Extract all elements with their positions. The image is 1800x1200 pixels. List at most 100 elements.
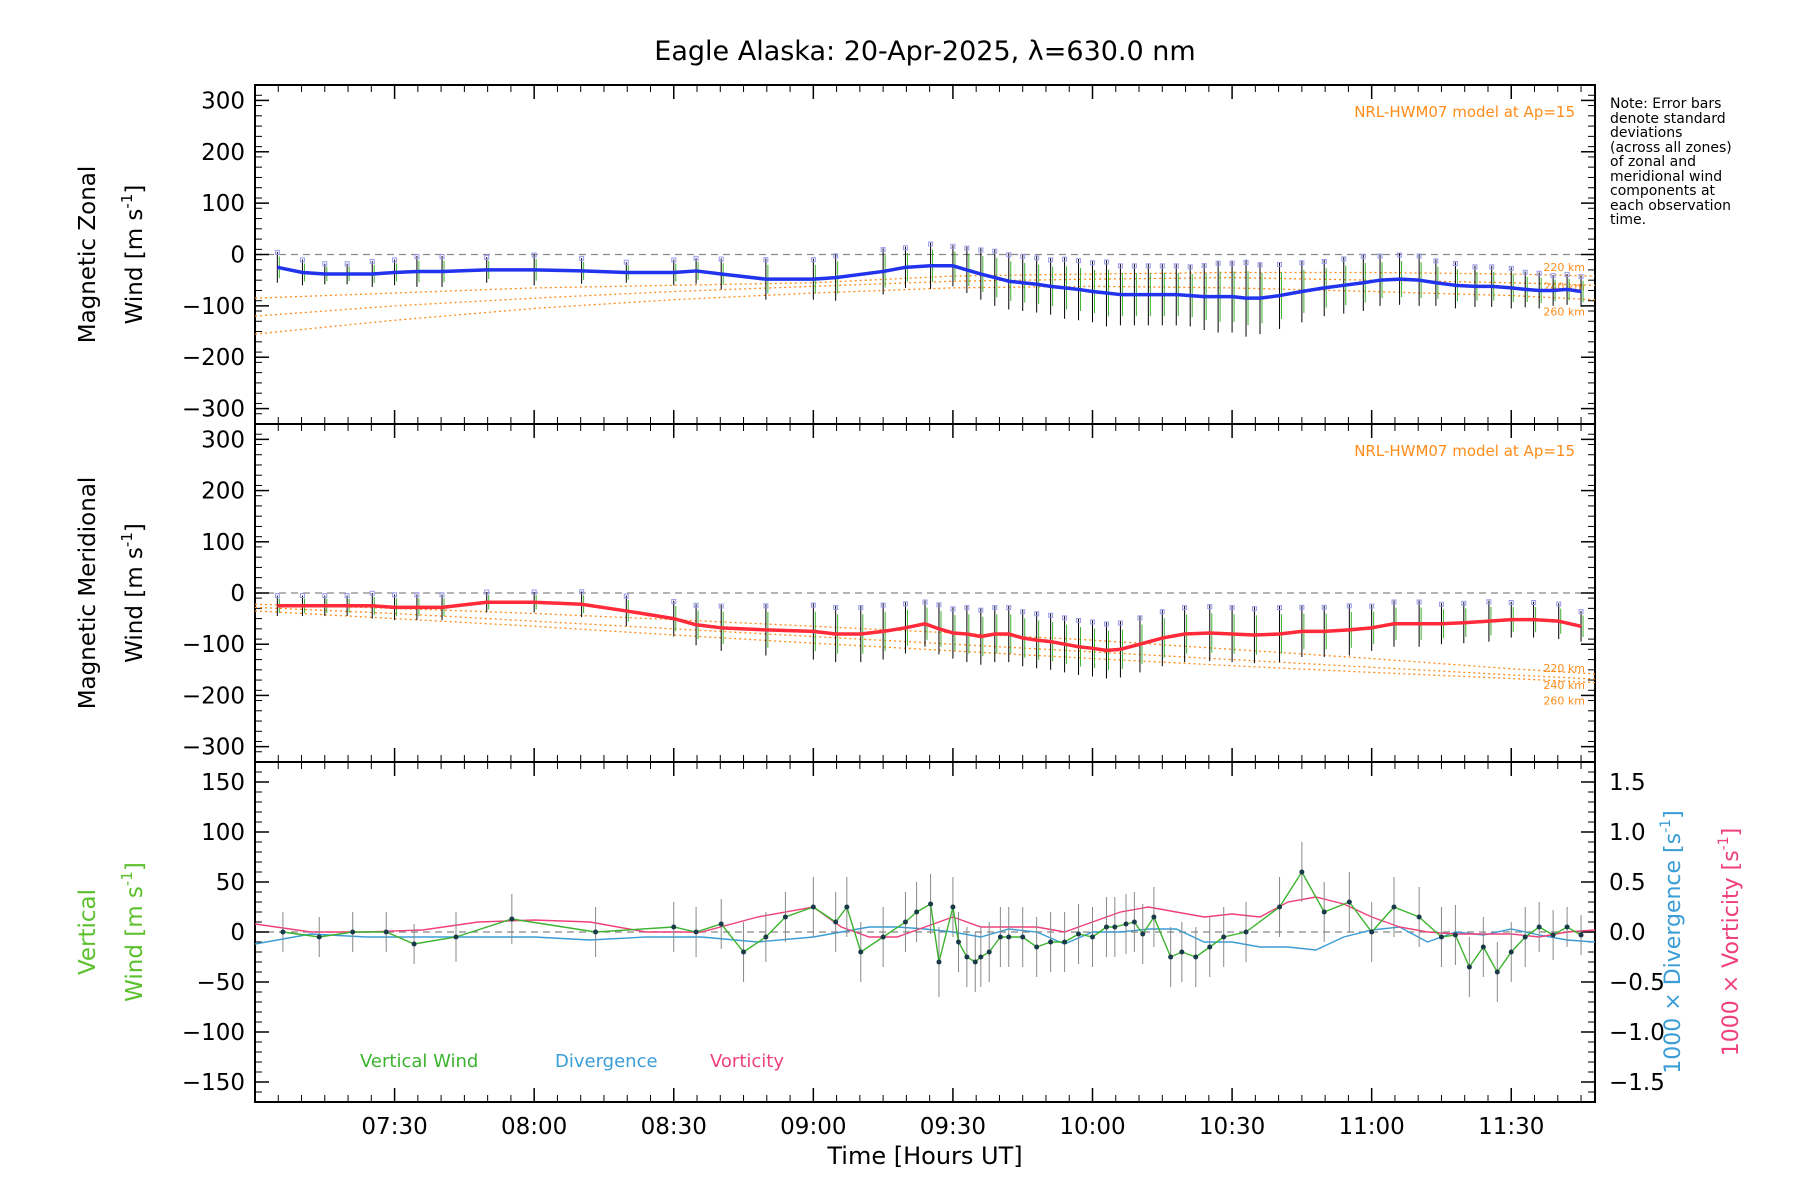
zone-marker <box>1489 264 1495 270</box>
xtick-label: 11:00 <box>1339 1114 1405 1140</box>
zone-marker <box>950 606 956 612</box>
vertical-wind-point <box>1346 899 1352 905</box>
zone-marker <box>992 605 998 611</box>
y2tick-label: −1.0 <box>1609 1020 1665 1046</box>
y-axis-label-text: Wind [m s <box>122 209 148 325</box>
ytick-label: 300 <box>201 427 245 453</box>
panel-meridional: −300 −200 −100 0 100 200 300 Magnetic Meridiona… <box>75 423 1596 763</box>
zone-marker <box>1522 269 1528 275</box>
zone-marker <box>1536 270 1542 276</box>
zone-marker <box>671 598 677 604</box>
vertical-wind-point <box>383 929 389 935</box>
zone-marker <box>1397 252 1403 258</box>
zone-marker <box>1048 612 1054 618</box>
vertical-wind-point <box>1391 904 1397 910</box>
y-axis-label-line2: Wind [m s-1] <box>118 862 148 1002</box>
zone-marker <box>369 258 375 264</box>
vertical-wind-point <box>1112 924 1118 930</box>
vertical-wind-point <box>928 901 934 907</box>
vertical-wind-point <box>593 929 599 935</box>
vertical-wind-point <box>956 939 961 945</box>
vertical-wind-point <box>741 949 747 955</box>
vertical-wind-point <box>978 954 984 960</box>
zone-marker <box>1090 619 1095 625</box>
zone-marker <box>1076 258 1082 264</box>
vertical-wind-point <box>833 919 839 925</box>
zone-marker <box>1229 605 1235 611</box>
zone-marker <box>1433 258 1439 264</box>
zone-marker <box>880 247 886 253</box>
zone-marker <box>531 252 537 258</box>
zone-marker <box>1048 257 1054 263</box>
zone-marker <box>992 248 998 254</box>
zone-marker <box>928 241 934 247</box>
zone-marker <box>1006 605 1012 611</box>
zone-marker <box>1229 260 1235 266</box>
zone-marker <box>414 254 420 260</box>
model-label: NRL-HWM07 model at Ap=15 <box>1354 103 1575 121</box>
zone-marker <box>1550 273 1556 279</box>
y2-label-text: 1000 × Vorticity [s <box>1719 850 1744 1056</box>
zone-marker <box>1103 259 1109 265</box>
ytick-label: −300 <box>182 735 245 761</box>
model-curve-260km <box>254 285 1596 335</box>
model-altitude-label: 260 km <box>1543 306 1585 319</box>
y-axis-label-line1: Magnetic Zonal <box>75 166 101 344</box>
y-axis-label-line2: Wind [m s-1] <box>118 523 148 663</box>
zone-marker <box>1438 601 1444 607</box>
panels: −300 −200 −100 0 100 200 300 Magnetic Zonal Wind… <box>75 84 1744 1170</box>
zone-marker <box>718 603 724 609</box>
xtick-label: 09:00 <box>780 1114 846 1140</box>
zone-marker <box>1145 263 1151 269</box>
vertical-wind-point <box>1466 964 1472 970</box>
vertical-wind-point <box>1168 954 1174 960</box>
vertical-wind-point <box>411 941 417 947</box>
zone-marker <box>1215 260 1221 266</box>
vertical-wind-point <box>1277 904 1283 910</box>
ytick-label: −100 <box>182 1020 245 1046</box>
y-axis-label-end: ] <box>122 185 148 194</box>
series-meridional-wind <box>277 600 1582 653</box>
vertical-wind-point <box>950 904 956 910</box>
model-altitude-label: 260 km <box>1543 695 1585 708</box>
vertical-wind-point <box>316 934 322 940</box>
zone-marker <box>1556 601 1562 607</box>
y-axis-label-text: Wind [m s <box>122 547 148 663</box>
xtick-label: 07:30 <box>361 1114 427 1140</box>
zone-marker <box>1416 599 1422 605</box>
xtick-label: 08:30 <box>641 1114 707 1140</box>
ytick-label: 200 <box>201 479 245 505</box>
zone-marker <box>1369 603 1375 609</box>
xtick-label: 10:00 <box>1059 1114 1125 1140</box>
vertical-wind-point <box>1508 949 1514 955</box>
zone-marker <box>299 257 305 263</box>
ytick-label: −100 <box>182 294 245 320</box>
vertical-wind-point <box>453 934 459 940</box>
y-axis-label-line1: Vertical <box>75 889 101 975</box>
zone-marker <box>964 605 970 611</box>
zone-marker <box>392 257 398 263</box>
panel-zonal: −300 −200 −100 0 100 200 300 Magnetic Zonal Wind… <box>75 84 1596 425</box>
ytick-label: −200 <box>182 683 245 709</box>
zone-marker <box>1578 608 1584 614</box>
legend-entry: Vorticity <box>710 1051 784 1072</box>
zone-marker <box>902 601 908 607</box>
zone-marker <box>978 247 984 253</box>
zone-marker <box>964 245 970 251</box>
zone-marker <box>299 593 305 599</box>
zone-marker <box>1034 611 1040 617</box>
ytick-label: 50 <box>216 870 245 896</box>
zone-marker <box>414 592 420 598</box>
zone-marker <box>1173 263 1179 269</box>
zone-marker <box>810 257 816 263</box>
zone-marker <box>1461 600 1467 606</box>
vertical-wind-point <box>902 919 908 925</box>
zone-marker <box>1360 253 1366 259</box>
vertical-wind-point <box>997 934 1003 940</box>
ytick-label: −150 <box>182 1070 245 1096</box>
zone-marker <box>1131 263 1137 269</box>
zone-marker <box>1117 620 1123 626</box>
zone-marker <box>763 257 769 263</box>
model-curve-220km <box>254 271 1596 299</box>
